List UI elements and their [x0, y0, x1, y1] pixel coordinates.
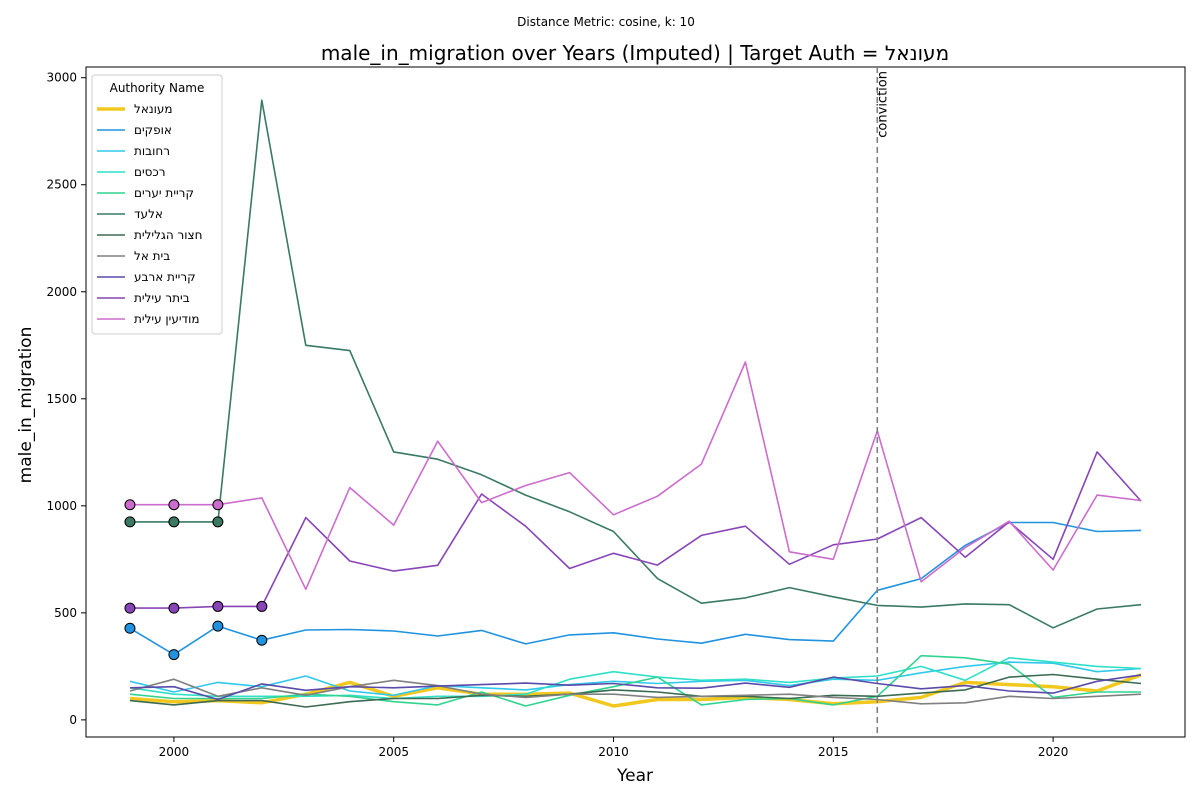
- x-tick-label-2005: 2005: [378, 745, 409, 759]
- series-5-imputed-point-1999: [124, 516, 136, 528]
- series-4-legend-label: קריית יערים: [134, 186, 194, 200]
- legend-title: Authority Name: [110, 81, 205, 95]
- y-tick-label-2500: 2500: [46, 178, 77, 192]
- legend: Authority Name מעונאל אופקים רחובות רכסים קרי…: [91, 74, 223, 335]
- series-7-line: [129, 678, 1142, 705]
- y-tick-label-1500: 1500: [46, 392, 77, 406]
- y-tick-label-2000: 2000: [46, 285, 77, 299]
- y-tick-label-1000: 1000: [46, 499, 77, 513]
- series-3-line: [129, 656, 1142, 700]
- series-9-imputed-point-2001: [212, 600, 224, 612]
- x-tick-label-2020: 2020: [1038, 745, 1069, 759]
- y-axis-label: male_in_migration: [16, 327, 36, 484]
- series-9-imputed-point-1999: [124, 602, 136, 614]
- chart-suptitle: Distance Metric: cosine, k: 10: [517, 15, 695, 29]
- legend-box: [91, 74, 223, 335]
- series-5-imputed-point-2000: [168, 516, 180, 528]
- series-5-legend-label: אלעד: [134, 207, 163, 221]
- y-tick-label-500: 500: [54, 606, 77, 620]
- series-lines: [129, 99, 1142, 708]
- series-10-legend-label: מודיעין עילית: [134, 312, 200, 326]
- series-6-legend-label: חצור הגלילית: [134, 228, 203, 242]
- series-5-line: [130, 99, 1142, 629]
- series-8-line: [129, 674, 1142, 701]
- series-10-imputed-point-2001: [212, 499, 224, 511]
- series-9-legend-label: ביתר עילית: [134, 291, 190, 305]
- x-tick-label-2010: 2010: [598, 745, 629, 759]
- series-1-imputed-point-2000: [168, 649, 180, 661]
- series-10-imputed-point-1999: [124, 499, 136, 511]
- chart-title: male_in_migration over Years (Imputed) |…: [321, 41, 949, 65]
- series-10-line: [130, 361, 1142, 591]
- conviction-label: conviction: [875, 71, 890, 138]
- series-4-line: [129, 654, 1141, 707]
- series-8-legend-label: קריית ארבע: [134, 270, 196, 284]
- series-1-imputed-point-2001: [212, 620, 224, 632]
- plot-area: 2000 2005 2010 2015 2020 0 500 1000 1500 2000 2500…: [46, 66, 1186, 759]
- y-tick-label-0: 0: [69, 713, 77, 727]
- series-9-imputed-point-2002: [256, 600, 268, 612]
- series-9-imputed-point-2000: [168, 602, 180, 614]
- series-0-legend-label: מעונאל: [134, 102, 173, 116]
- series-10-imputed-point-2000: [168, 499, 180, 511]
- y-tick-label-3000: 3000: [46, 71, 77, 85]
- x-tick-label-2000: 2000: [159, 745, 190, 759]
- series-1-line: [129, 521, 1142, 656]
- series-2-legend-label: רחובות: [134, 144, 170, 158]
- series-1-imputed-point-2002: [256, 634, 268, 646]
- series-5-imputed-point-2001: [212, 516, 224, 528]
- x-tick-label-2015: 2015: [818, 745, 849, 759]
- series-1-imputed-point-1999: [124, 622, 136, 634]
- series-3-legend-label: רכסים: [134, 165, 166, 179]
- series-7-legend-label: בית אל: [134, 249, 170, 263]
- series-9-line: [130, 451, 1142, 609]
- x-axis-label: Year: [616, 766, 653, 786]
- axes-frame: [85, 66, 1186, 738]
- series-6-line: [129, 673, 1142, 708]
- series-1-legend-label: אופקים: [134, 123, 172, 137]
